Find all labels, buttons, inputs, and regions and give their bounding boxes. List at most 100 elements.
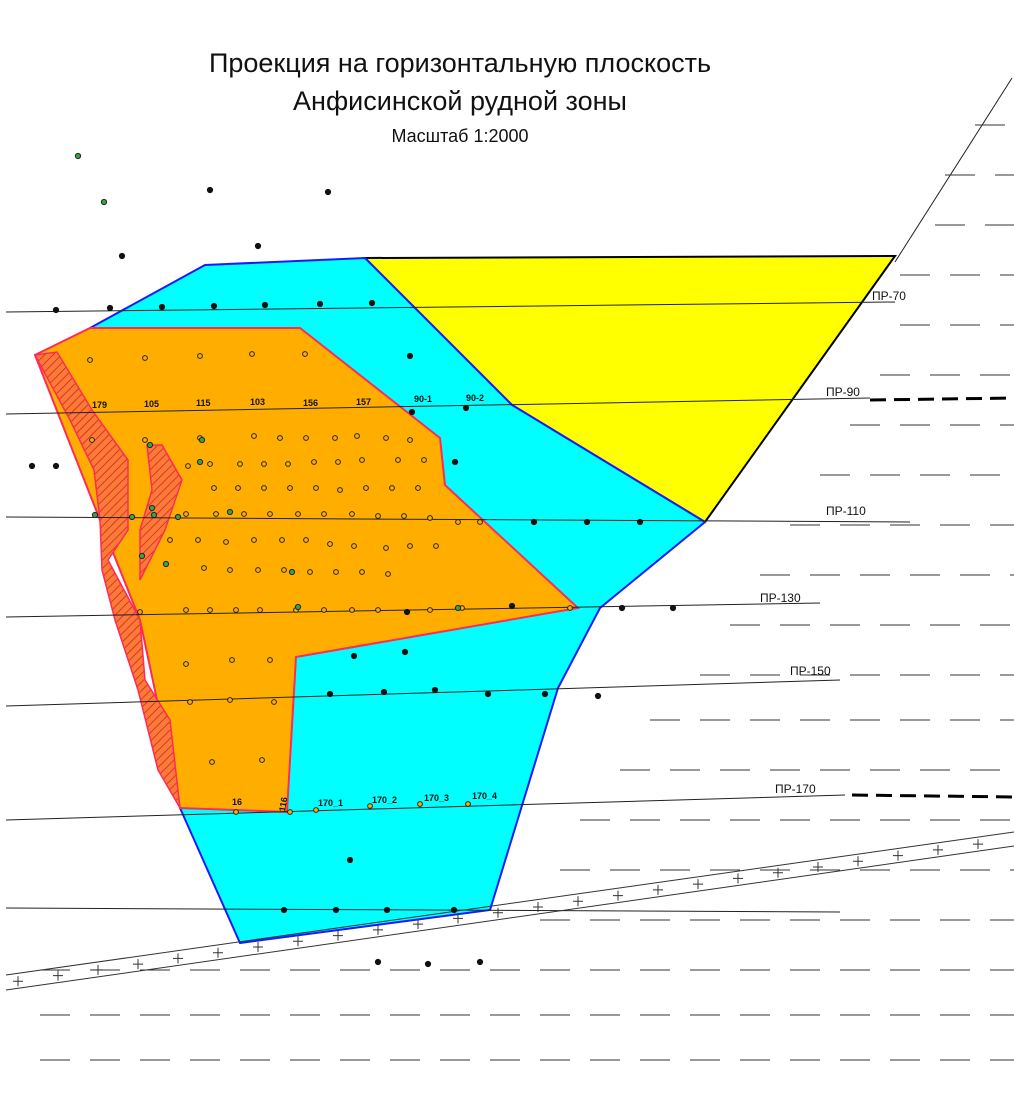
drillhole-point (209, 759, 215, 765)
map-scale: Масштаб 1:2000 (391, 126, 529, 146)
drillhole-point (183, 607, 189, 613)
drillhole-label: 170_4 (472, 791, 497, 801)
drillhole-point (271, 699, 277, 705)
profile-lines (5, 301, 911, 913)
drillhole-point (530, 518, 538, 526)
drillhole-point (367, 803, 373, 809)
drillhole-point (100, 198, 108, 206)
drillhole-point (195, 537, 201, 543)
drillhole-point (74, 152, 82, 160)
drillhole-point (333, 569, 339, 575)
drillhole-label: 170_2 (372, 795, 397, 805)
drillhole-point (424, 960, 432, 968)
drillhole-point (206, 186, 214, 194)
drillhole-point (259, 757, 265, 763)
drillhole-point (303, 537, 309, 543)
drillhole-point (196, 458, 204, 466)
drillhole-point (285, 461, 291, 467)
drillhole-point (403, 608, 411, 616)
drillhole-label: 16 (232, 797, 242, 807)
drillhole-point (462, 404, 470, 412)
drillhole-point (477, 519, 483, 525)
drillhole-point (251, 433, 257, 439)
drillhole-point (89, 437, 95, 443)
drillhole-label: 103 (250, 397, 265, 407)
drillhole-point (401, 513, 407, 519)
drillhole-point (636, 518, 644, 526)
drillhole-point (407, 437, 413, 443)
railway-crosses (13, 839, 983, 987)
drillhole-point (455, 519, 461, 525)
drillhole-point (450, 906, 458, 914)
drillhole-point (148, 504, 156, 512)
drillhole-point (594, 692, 602, 700)
drillhole-point (541, 690, 549, 698)
drillhole-point (251, 537, 257, 543)
drillhole-point (332, 906, 340, 914)
map-title-line2: Анфисинской рудной зоны (293, 86, 627, 116)
drillhole-point (207, 607, 213, 613)
drillhole-point (427, 515, 433, 521)
drillhole-point (359, 457, 365, 463)
drillhole-point (223, 539, 229, 545)
drillhole-point (351, 543, 357, 549)
drillhole-point (91, 511, 99, 519)
drillhole-point (229, 657, 235, 663)
drillhole-label: 170_3 (424, 793, 449, 803)
drillhole-point (187, 699, 193, 705)
drillhole-point (359, 569, 365, 575)
drillhole-point (207, 461, 213, 467)
drillhole-point (383, 906, 391, 914)
drillhole-point (433, 543, 439, 549)
drillhole-point (279, 537, 285, 543)
drillhole-point (417, 801, 423, 807)
drillhole-point (385, 571, 391, 577)
drillhole-point (374, 958, 382, 966)
drillhole-point (406, 352, 414, 360)
drillhole-point (363, 485, 369, 491)
drillhole-point (158, 303, 166, 311)
drillhole-point (484, 690, 492, 698)
drillhole-point (183, 511, 189, 517)
drillhole-point (241, 511, 247, 517)
drillhole-point (326, 690, 334, 698)
drillhole-point (183, 661, 189, 667)
drillhole-point (280, 906, 288, 914)
drillhole-point (227, 567, 233, 573)
drillhole-point (408, 408, 416, 416)
drillhole-point (237, 461, 243, 467)
drillhole-point (383, 435, 389, 441)
drillhole-point (407, 543, 413, 549)
railway-line (5, 831, 1014, 991)
drillhole-point (321, 511, 327, 517)
drillhole-point (277, 435, 283, 441)
drillhole-point (257, 607, 263, 613)
drillhole-point (146, 441, 154, 449)
drillhole-point (28, 462, 36, 470)
drillhole-point (368, 299, 376, 307)
drillhole-point (316, 300, 324, 308)
drillhole-point (395, 457, 401, 463)
drillhole-point (313, 807, 319, 813)
fault-line (894, 77, 1013, 263)
hatched-vein-main (33, 351, 181, 809)
drillhole-point (138, 552, 146, 560)
drillhole-point (288, 568, 296, 576)
drillhole-point (454, 604, 462, 612)
profile-label-150: ПР-150 (790, 664, 831, 678)
drillhole-point (303, 435, 309, 441)
drillhole-point (106, 304, 114, 312)
drillhole-point (233, 607, 239, 613)
drillhole-point (415, 485, 421, 491)
drillhole-point (261, 485, 267, 491)
drillhole-point (197, 353, 203, 359)
drillhole-point (249, 351, 255, 357)
drillhole-point (618, 604, 626, 612)
profile-label-110: ПР-110 (826, 504, 866, 518)
drillhole-point (281, 567, 287, 573)
drillhole-point (451, 458, 459, 466)
drillhole-point (380, 688, 388, 696)
drillhole-label: 156 (303, 398, 318, 408)
drillhole-point (375, 607, 381, 613)
